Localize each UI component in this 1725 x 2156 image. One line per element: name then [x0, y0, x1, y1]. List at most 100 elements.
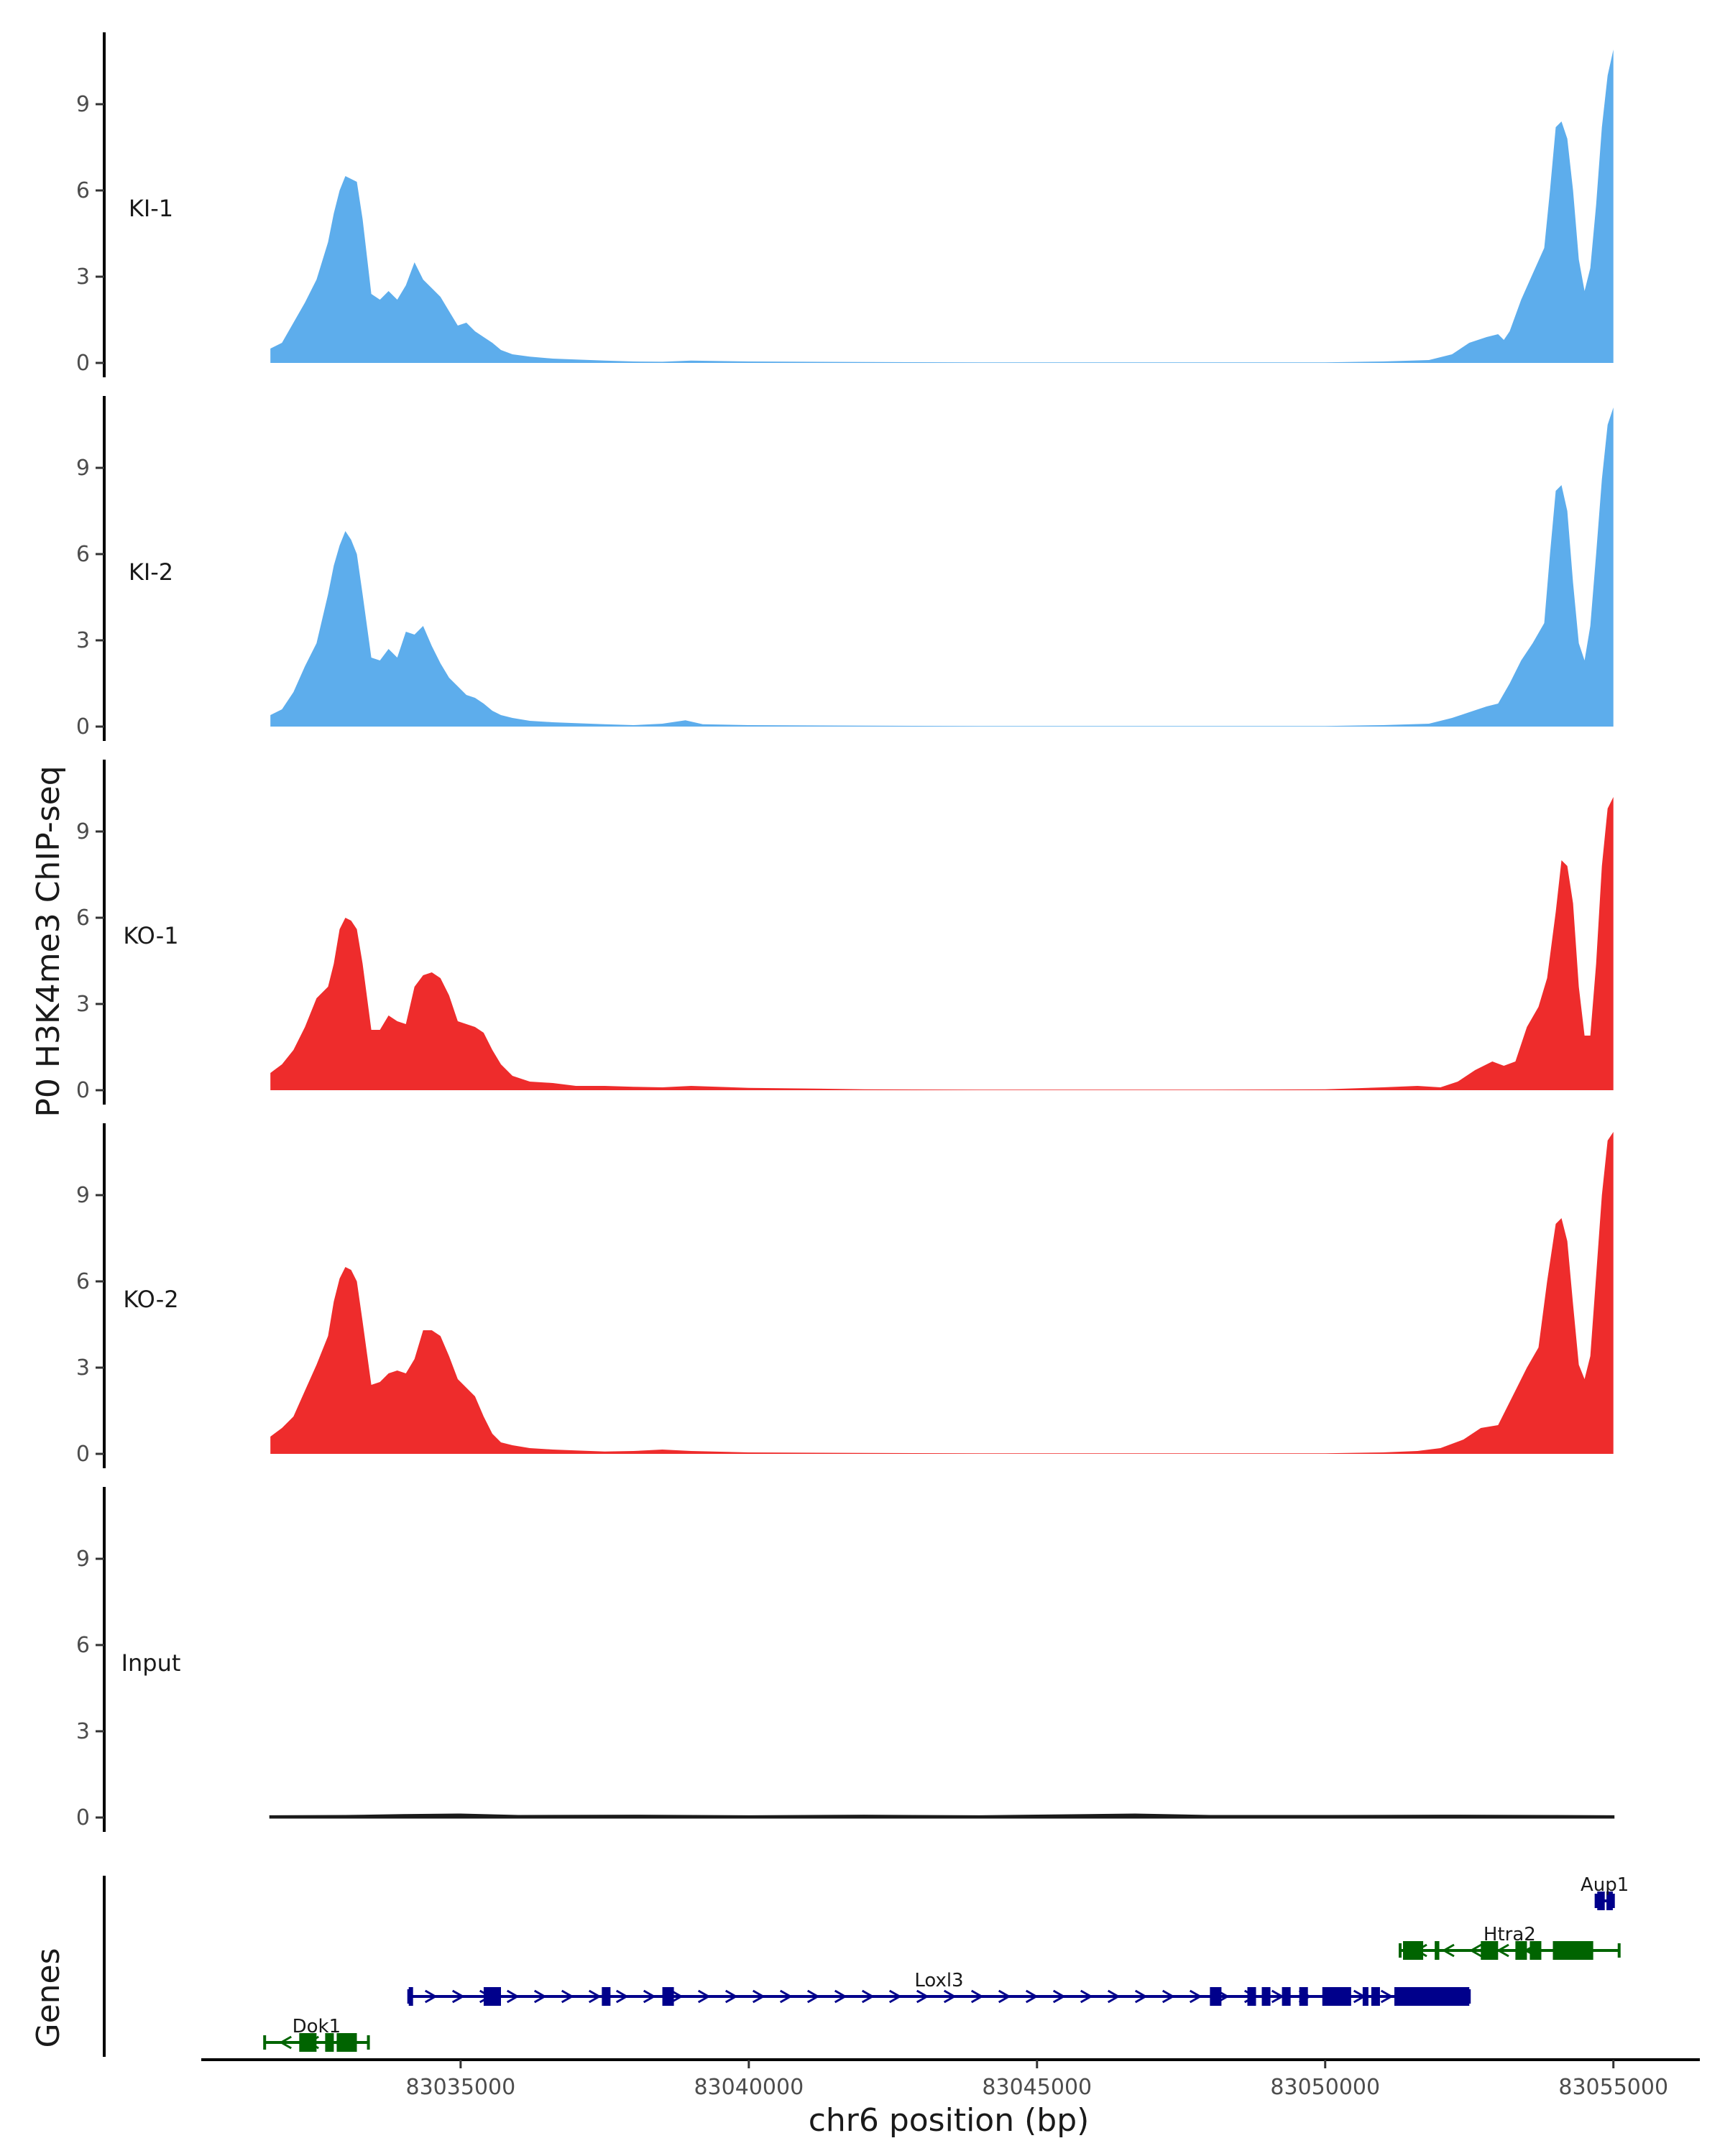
strand-arrow	[861, 1989, 875, 2004]
x-tick-label: 83035000	[406, 2075, 516, 2100]
gene-label: Aup1	[1581, 1874, 1629, 1896]
strand-arrow	[1134, 1989, 1148, 2004]
y-tick-label: 0	[76, 714, 90, 740]
gene-exon	[602, 1987, 611, 2006]
y-tick-label: 3	[76, 264, 90, 290]
y-tick-label: 6	[76, 906, 90, 931]
gene-exon	[299, 2033, 317, 2052]
track-label: Input	[121, 1649, 181, 1677]
y-tick-label: 3	[76, 992, 90, 1017]
track-ko-2: 0 3 6 9 KO-2	[76, 1123, 1614, 1468]
gene-aup1: Aup1	[1581, 1874, 1629, 1910]
strand-arrow	[916, 1989, 929, 2004]
gene-exon	[1261, 1987, 1271, 2006]
gene-exon	[662, 1987, 674, 2006]
strand-arrow	[724, 1989, 738, 2004]
strand-arrow	[588, 1989, 602, 2004]
y-tick-label: 9	[76, 819, 90, 844]
gene-exon	[1210, 1987, 1222, 2006]
gene-exon	[1299, 1987, 1308, 2006]
gene-exon	[1371, 1987, 1380, 2006]
signal-tracks: 0 3 6 9 KI-1 0 3 6 9 KI-2 0 3 6 9 KO-1 0 3 6 9 KO-2 0 3 6 9 Inpu…	[76, 32, 1615, 1832]
strand-arrow	[670, 1989, 684, 2004]
gene-exon	[1282, 1987, 1291, 2006]
strand-arrow	[1468, 1943, 1482, 1958]
y-tick-label: 0	[76, 351, 90, 376]
gene-exon	[1515, 1941, 1527, 1960]
strand-arrow	[1189, 1989, 1202, 2004]
gene-exon	[1597, 1892, 1605, 1910]
gene-exon	[1435, 1941, 1440, 1960]
y-tick-label: 3	[76, 628, 90, 653]
gene-label: Htra2	[1484, 1924, 1536, 1945]
strand-arrow	[779, 1989, 793, 2004]
strand-arrow	[888, 1989, 902, 2004]
x-axis-title: chr6 position (bp)	[809, 2102, 1090, 2139]
y-tick-label: 6	[76, 1633, 90, 1658]
strand-arrow	[1025, 1989, 1039, 2004]
y-axis-title: P0 H3K4me3 ChIP-seq	[30, 765, 67, 1117]
strand-arrow	[998, 1989, 1011, 2004]
y-tick-label: 9	[76, 92, 90, 117]
track-label: KI-1	[129, 195, 173, 222]
strand-arrow	[615, 1989, 629, 2004]
gene-exon	[1481, 1941, 1499, 1960]
gene-exon	[325, 2033, 334, 2052]
track-ko-1: 0 3 6 9 KO-1	[76, 760, 1614, 1105]
gene-exon	[1394, 1987, 1470, 2006]
y-tick-label: 6	[76, 1269, 90, 1294]
x-tick-label: 83045000	[982, 2075, 1092, 2100]
y-tick-label: 9	[76, 1183, 90, 1208]
strand-arrow	[1441, 1943, 1455, 1958]
gene-label: Dok1	[293, 2016, 341, 2037]
gene-exon	[1362, 1987, 1368, 2006]
y-tick-label: 0	[76, 1078, 90, 1103]
gene-exon	[1403, 1941, 1424, 1960]
strand-arrow	[506, 1989, 520, 2004]
y-tick-label: 0	[76, 1805, 90, 1830]
gene-label: Loxl3	[914, 1970, 963, 1991]
gene-exon	[408, 1987, 413, 2006]
y-tick-label: 3	[76, 1355, 90, 1381]
track-label: KO-1	[123, 922, 178, 949]
gene-htra2: Htra2	[1399, 1924, 1621, 1960]
y-tick-label: 9	[76, 456, 90, 481]
x-tick-label: 83055000	[1558, 2075, 1668, 2100]
y-tick-label: 3	[76, 1719, 90, 1744]
strand-arrow	[1496, 1943, 1509, 1958]
gene-exon	[483, 1987, 501, 2006]
track-ki-2: 0 3 6 9 KI-2	[76, 396, 1614, 741]
signal-area-ko-2	[270, 1132, 1614, 1454]
gene-dok1: Dok1	[263, 2016, 370, 2052]
strand-arrow	[697, 1989, 711, 2004]
strand-arrow	[1380, 1989, 1394, 2004]
gene-exon	[1552, 1941, 1593, 1960]
strand-arrow	[1052, 1989, 1066, 2004]
strand-arrow	[943, 1989, 957, 2004]
strand-arrow	[643, 1989, 656, 2004]
strand-arrow	[424, 1989, 438, 2004]
gene-loxl3: Loxl3	[407, 1970, 1471, 2006]
signal-area-ko-1	[270, 797, 1614, 1090]
genes-axis-title: Genes	[30, 1948, 67, 2047]
genes-panel: Aup1 Htra2 Loxl3 Dok1	[103, 1874, 1629, 2057]
signal-area-ki-1	[270, 50, 1614, 363]
y-tick-label: 6	[76, 542, 90, 567]
strand-arrow	[752, 1989, 765, 2004]
strand-arrow	[1162, 1989, 1175, 2004]
strand-arrow	[533, 1989, 547, 2004]
strand-arrow	[1080, 1989, 1093, 2004]
strand-arrow	[451, 1989, 465, 2004]
strand-arrow	[279, 2035, 292, 2050]
strand-arrow	[834, 1989, 847, 2004]
track-label: KI-2	[129, 558, 173, 586]
strand-arrow	[806, 1989, 820, 2004]
y-tick-label: 9	[76, 1547, 90, 1572]
x-tick-label: 83050000	[1270, 2075, 1380, 2100]
strand-arrow	[1107, 1989, 1121, 2004]
track-input: 0 3 6 9 Input	[76, 1487, 1615, 1832]
x-axis: 83035000 83040000 83045000 83050000 83055000	[201, 2058, 1700, 2100]
strand-arrow	[970, 1989, 984, 2004]
gene-exon	[1247, 1987, 1256, 2006]
